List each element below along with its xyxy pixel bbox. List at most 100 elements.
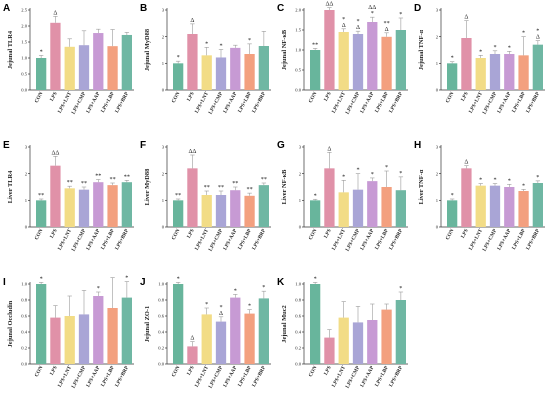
error-bar: [67, 185, 72, 189]
bar: [258, 298, 269, 364]
y-tick-label: 1.5: [295, 28, 301, 33]
significance-label: Δ: [385, 26, 389, 33]
significance-label: *: [177, 54, 180, 61]
bar: [50, 22, 61, 90]
y-tick-label: 0.0: [158, 362, 164, 367]
significance-label: *: [342, 16, 345, 23]
y-tick-label: 0.6: [158, 314, 164, 319]
error-bar: [507, 184, 512, 187]
y-tick-label: 2: [162, 34, 165, 39]
bar: [504, 54, 515, 90]
error-bar: [464, 165, 469, 169]
significance-label: **: [175, 192, 181, 199]
panel-letter: D: [414, 3, 421, 14]
error-bar: [384, 170, 389, 187]
error-bar: [233, 294, 238, 298]
panel-a: A Jejunal TLR4 0.0 0.5 1.0 1.5 2.0 2.5 * CON Δ LPS L…: [0, 0, 137, 137]
bar: [475, 58, 486, 90]
panel-letter: K: [277, 277, 285, 288]
error-bar: [53, 156, 58, 166]
x-category-label: CON: [34, 228, 45, 241]
error-bar: [53, 305, 58, 318]
error-bar: [521, 36, 526, 56]
y-tick-label: 0.2: [158, 346, 164, 351]
y-axis-title: Jejunal ZO-1: [144, 306, 151, 342]
significance-label: **: [204, 184, 210, 191]
bar: [64, 188, 75, 227]
bar: [36, 200, 47, 227]
bar: [338, 317, 349, 364]
error-bar: [233, 186, 238, 191]
panel-i: I Jejunal Occludin 0.0 0.2 0.4 0.6 0.8 1.0 * CON L…: [0, 274, 137, 411]
error-bar: [38, 282, 44, 284]
bar: [367, 181, 378, 227]
significance-label: **: [67, 179, 73, 186]
bar: [201, 195, 212, 227]
error-bar: [53, 16, 58, 23]
x-category-label: LPS: [323, 365, 333, 376]
x-category-label: CON: [308, 91, 319, 104]
panel-letter: G: [277, 140, 285, 151]
y-tick-label: 0.4: [158, 330, 164, 335]
significance-label: Δ: [53, 9, 57, 16]
x-category-label: LPS+BRP: [388, 227, 404, 251]
error-bar: [370, 303, 375, 320]
error-bar: [521, 189, 526, 191]
significance-label: *: [40, 275, 43, 282]
bar-chart-k: K Jejunal Muc2 0.0 0.2 0.4 0.6 0.8 1.0 * CON LPS LP…: [277, 275, 408, 389]
y-tick-label: 1: [436, 198, 439, 203]
bar: [121, 34, 132, 90]
x-category-label: LPS: [186, 365, 196, 376]
x-category-label: LPS: [460, 228, 470, 239]
bar: [489, 54, 501, 90]
bar: [107, 46, 118, 90]
y-axis-title: Jejunal TNF-α: [418, 29, 425, 70]
panel-letter: A: [3, 3, 10, 14]
y-tick-label: 1.5: [21, 40, 27, 45]
error-bar: [96, 291, 101, 296]
significance-label: Δ: [464, 14, 468, 21]
bar: [338, 192, 349, 227]
y-tick-label: 0.4: [295, 330, 301, 335]
bar: [395, 190, 406, 227]
error-bar: [312, 282, 318, 284]
bar: [187, 34, 198, 90]
bar: [230, 190, 241, 227]
y-tick-label: 0.0: [21, 88, 27, 93]
significance-label: *: [371, 171, 374, 178]
y-tick-label: 1: [162, 198, 165, 203]
error-bar: [464, 20, 469, 38]
y-tick-label: 3: [436, 145, 439, 150]
bar: [187, 168, 198, 227]
x-category-label: LPS+BRP: [251, 227, 267, 251]
error-bar: [38, 55, 44, 58]
bar: [93, 33, 104, 90]
significance-label: *: [234, 287, 237, 294]
significance-label: *: [522, 30, 525, 37]
y-tick-label: 3: [162, 145, 165, 150]
error-bar: [67, 295, 72, 316]
error-bar: [204, 47, 209, 56]
x-category-label: CON: [171, 228, 182, 241]
significance-label: Δ: [536, 34, 540, 41]
x-category-label: LPS+BRP: [114, 364, 130, 388]
error-bar: [218, 49, 224, 58]
bar: [173, 200, 184, 227]
error-bar: [190, 341, 195, 347]
significance-label: *: [493, 44, 496, 51]
error-bar: [190, 154, 195, 169]
x-category-label: CON: [34, 91, 45, 104]
significance-label: *: [342, 173, 345, 180]
significance-label: *: [399, 285, 402, 292]
bar: [447, 200, 458, 227]
bar: [201, 55, 212, 90]
x-category-label: CON: [34, 365, 45, 378]
significance-label: *: [508, 177, 511, 184]
y-tick-label: 2: [25, 171, 28, 176]
y-tick-label: 0.8: [21, 298, 27, 303]
significance-label: **: [383, 20, 389, 27]
error-bar: [67, 38, 72, 47]
error-bar: [327, 7, 332, 10]
